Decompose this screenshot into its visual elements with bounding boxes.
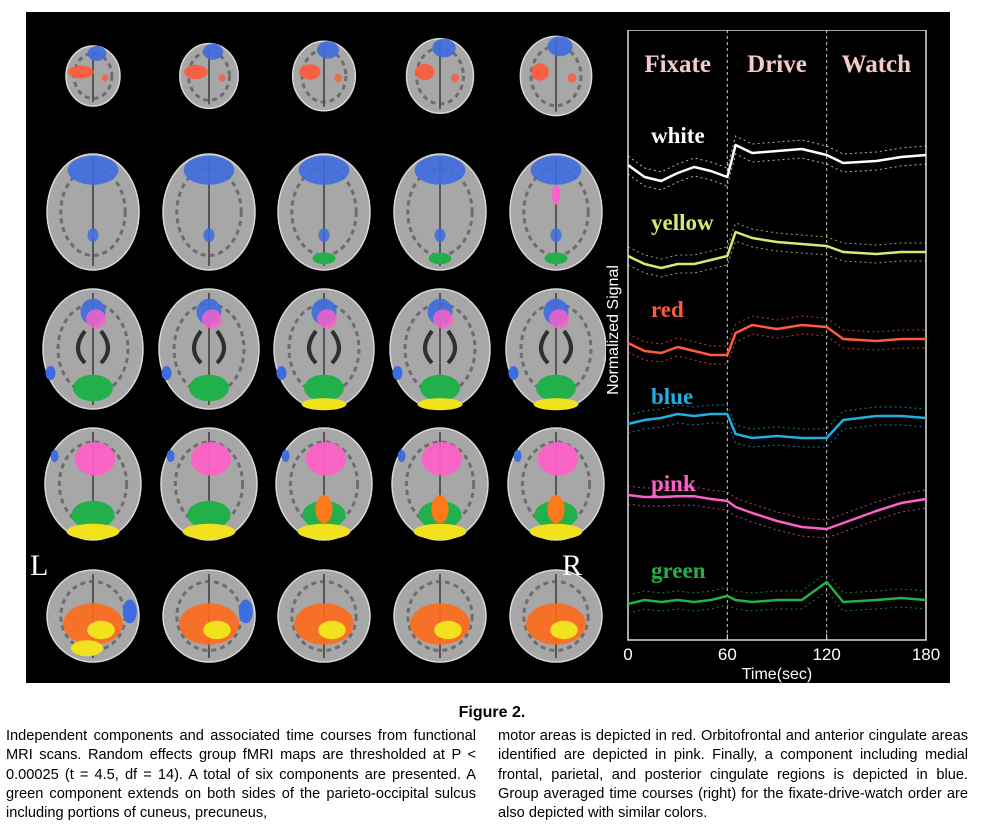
series-line [627,143,927,183]
brain-slice [405,38,475,114]
series-line [627,323,926,357]
series-error-band [627,422,927,448]
series-label: yellow [651,210,714,235]
brain-slice [509,569,603,663]
series-label: green [651,558,706,583]
brain-slice [46,153,140,271]
y-axis-label: Normalized Signal [606,265,622,395]
brain-slice [505,288,606,411]
epoch-label: Drive [747,51,807,78]
series-error-band [627,485,927,521]
series-line [627,493,927,531]
series-error-band [627,404,927,430]
series-label: red [651,297,684,322]
series-error-band [627,135,927,173]
brain-slice [519,35,593,117]
x-tick-label: 120 [812,645,840,664]
brain-slice [277,153,371,271]
brain-slice [509,153,603,271]
brain-slice [162,153,256,271]
series-line [627,230,926,270]
brain-slice [42,288,144,410]
brain-slice [44,427,142,541]
epoch-label: Watch [842,51,912,78]
series-error-band [627,222,926,260]
brain-slice [179,42,239,110]
brain-slice [65,45,121,107]
epoch-label: Fixate [644,51,711,78]
brain-slice [393,153,487,271]
brain-slice [160,427,258,541]
series-error-band [627,333,926,365]
brain-slice [158,288,260,410]
series-line [627,580,927,606]
series-error-band [627,153,927,191]
x-axis-label: Time(sec) [742,666,813,683]
brain-slice [273,288,375,411]
brain-slice-grid [42,35,606,663]
series-error-band [627,315,926,347]
brain-slice [162,569,256,663]
time-course-chart: Fixate Drive Watch white yellow red blue pink gr… [606,30,940,683]
left-hemisphere-label: L [30,549,49,582]
caption-text-left: Independent components and associated ti… [6,728,476,822]
series-error-band [627,503,927,539]
plot-area [627,30,927,641]
series-label: white [651,123,705,148]
x-tick-label: 0 [623,645,632,664]
series-line [627,412,927,440]
caption-text-right: motor areas is depicted in red. Orbitofr… [498,728,968,822]
right-hemisphere-label: R [562,549,583,582]
x-tick-label: 60 [718,645,737,664]
figure-title: Figure 2. [458,704,526,721]
brain-slice [46,569,140,663]
x-tick-label: 180 [912,645,940,664]
series-label: pink [651,471,696,496]
brain-slice [291,40,357,112]
brain-slice [393,569,487,663]
brain-slice [389,288,491,411]
brain-slice [277,569,371,663]
series-error-band [627,240,926,278]
series-label: blue [651,384,693,409]
brain-slice [507,427,605,541]
figure-panel: L R Fixate Drive Watch white yellow red blue pi… [26,12,950,683]
brain-slice [275,427,373,541]
brain-slice [391,427,489,541]
